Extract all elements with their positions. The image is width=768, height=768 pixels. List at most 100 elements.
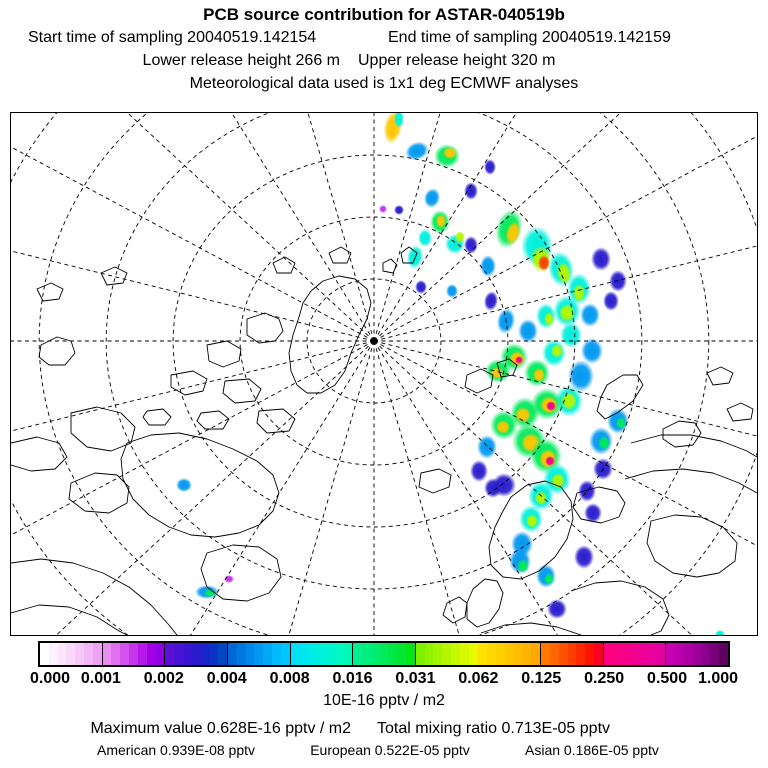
plume-blob [415, 280, 427, 294]
colorbar-tick-label: 0.062 [458, 670, 499, 687]
colorbar-step [353, 643, 363, 665]
plume-blob [551, 473, 565, 489]
colorbar-step [182, 643, 192, 665]
plume-blob [423, 188, 441, 208]
plume-blob [483, 291, 499, 311]
plume-blob [496, 420, 510, 434]
chart-footer: Maximum value 0.628E-16 pptv / m2 Total m… [0, 718, 768, 760]
plume-blob [446, 284, 458, 298]
colorbar-step [245, 643, 255, 665]
graticule [11, 113, 757, 635]
colorbar-step [692, 643, 702, 665]
plume-blob [526, 514, 538, 528]
colorbar-step [415, 643, 425, 665]
colorbar[interactable] [38, 641, 730, 667]
met-data-label: Meteorological data used is 1x1 deg ECMW… [189, 75, 579, 92]
colorbar-step [120, 643, 130, 665]
plume-blob [574, 545, 594, 569]
colorbar-step [155, 643, 165, 665]
plume-blob [556, 262, 572, 284]
colorbar-tick-label: 0.500 [647, 670, 688, 687]
colorbar-step [513, 643, 523, 665]
meridian-line [373, 135, 757, 342]
plume-blob [581, 338, 603, 364]
colorbar-step [675, 643, 685, 665]
plume-blob [616, 417, 626, 429]
colorbar-step [165, 643, 175, 665]
colorbar-step [137, 643, 147, 665]
colorbar-step [271, 643, 281, 665]
colorbar-step [174, 643, 183, 665]
colorbar-step [280, 643, 290, 665]
meridian-line [373, 340, 757, 547]
colorbar-step [75, 643, 85, 665]
colorbar-step [639, 643, 648, 665]
colorbar-step [406, 643, 415, 665]
colorbar-step [290, 643, 300, 665]
colorbar-step [531, 643, 541, 665]
plume-blob [455, 231, 465, 243]
lower-release-height-label: Lower release height 266 m [142, 52, 340, 69]
meridian-line [11, 146, 375, 342]
colorbar-step [388, 643, 398, 665]
meridian-line [373, 340, 558, 635]
meridian-line [127, 113, 375, 342]
colorbar-step [236, 643, 246, 665]
colorbar-step [719, 643, 729, 665]
plume-blob [559, 304, 575, 322]
meridian-line [373, 340, 693, 635]
colorbar-step [66, 643, 76, 665]
plume-blob [505, 221, 521, 245]
plume-blob [480, 255, 496, 277]
colorbar-step [254, 643, 264, 665]
latitude-circle [11, 113, 757, 635]
total-mixing-ratio-label: Total mixing ratio 0.713E-05 pptv [377, 720, 611, 737]
colorbar-tick-label: 1.000 [697, 670, 739, 687]
colorbar-step [576, 643, 586, 665]
colorbar-step [111, 643, 121, 665]
colorbar-step [397, 643, 407, 665]
asian-contribution-label: Asian 0.186E-05 pptv [525, 742, 659, 758]
colorbar-step [40, 643, 49, 665]
plume-blob [560, 322, 582, 348]
colorbar-step [299, 643, 309, 665]
colorbar-segment [40, 643, 103, 665]
colorbar-step [129, 643, 138, 665]
colorbar-step [504, 643, 514, 665]
colorbar-tick-label: 0.031 [395, 670, 436, 687]
colorbar-step [549, 643, 559, 665]
colorbar-segment [478, 643, 542, 665]
meridian-line [55, 340, 375, 635]
upper-release-height-label: Upper release height 320 m [358, 52, 556, 69]
colorbar-segment [165, 643, 228, 665]
colorbar-tick-label: 0.004 [206, 670, 247, 687]
colorbar-segment [541, 643, 604, 665]
map-plot-area[interactable] [10, 112, 758, 636]
plume-blob [517, 559, 529, 573]
plume-blob [176, 478, 192, 492]
colorbar-step [227, 643, 237, 665]
colorbar-step [487, 643, 497, 665]
colorbar-tick-label: 0.008 [269, 670, 310, 687]
colorbar-step [200, 643, 210, 665]
meridian-line [190, 340, 375, 635]
plume-blob [418, 229, 432, 247]
colorbar-tick-label: 0.000 [29, 670, 71, 687]
plume-blob [518, 319, 538, 343]
european-contribution-label: European 0.522E-05 pptv [310, 742, 470, 758]
sampling-time-row: Start time of sampling 20040519.142154 En… [0, 26, 768, 49]
colorbar-step [558, 643, 568, 665]
colorbar-step [433, 643, 443, 665]
colorbar-tick-label: 0.001 [80, 670, 121, 687]
plume-blob [484, 159, 496, 175]
plume-blob [609, 270, 627, 292]
colorbar-step [334, 643, 344, 665]
concentration-plume [176, 113, 725, 635]
plume-blob [538, 255, 550, 271]
latitude-circle [38, 113, 710, 635]
colorbar-step [317, 643, 326, 665]
colorbar-tick-labels: 0.000 0.001 0.002 0.004 0.008 0.016 0.031 0.062… [0, 669, 768, 689]
colorbar-segment [666, 643, 729, 665]
plume-blob [603, 291, 619, 311]
colorbar-step [541, 643, 550, 665]
